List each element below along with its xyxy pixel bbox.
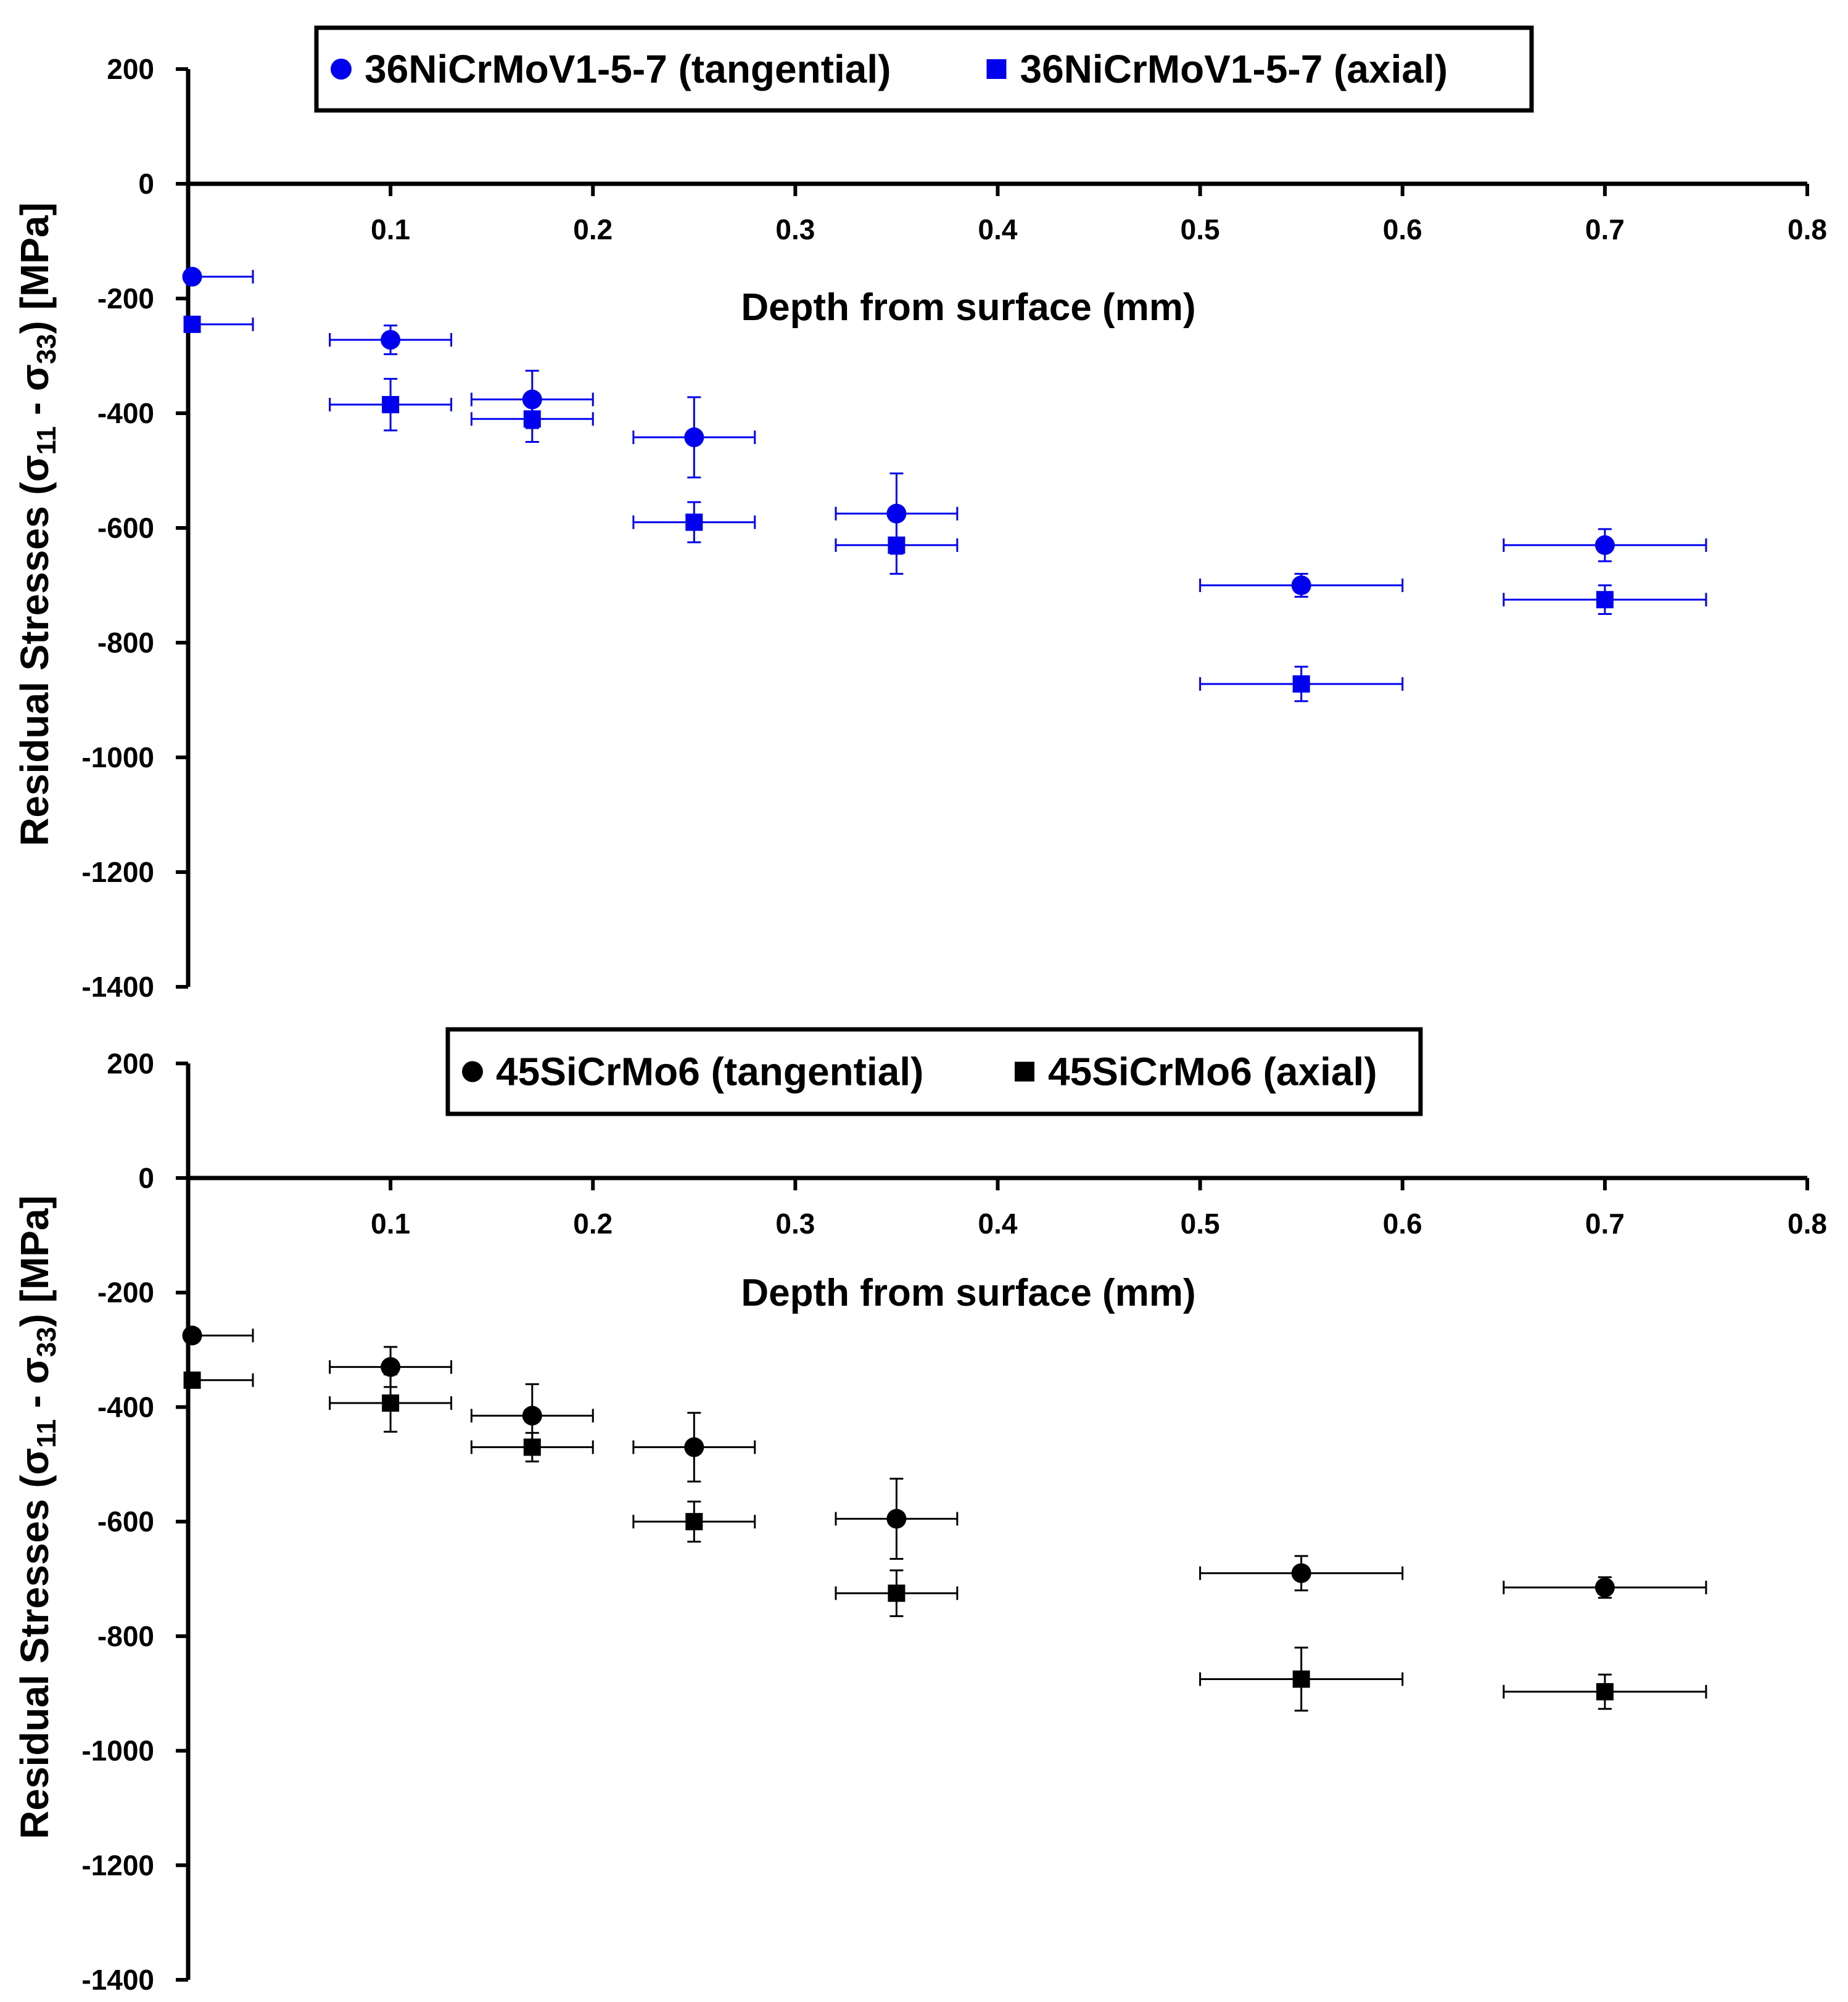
legend-label: 45SiCrMo6 (axial) bbox=[1048, 1050, 1377, 1094]
data-point-square bbox=[523, 410, 541, 428]
y-axis-title-part: 33 bbox=[31, 334, 62, 364]
y-axis-title: Residual Stresses (σ11 - σ33) [MPa] bbox=[12, 202, 62, 846]
y-tick-label: 200 bbox=[107, 1047, 154, 1079]
data-point-square bbox=[382, 396, 400, 414]
x-tick-label: 0.6 bbox=[1383, 213, 1422, 245]
data-point-square bbox=[888, 1584, 905, 1602]
y-axis-title: Residual Stresses (σ11 - σ33) [MPa] bbox=[12, 1195, 62, 1839]
y-axis-title-part: 11 bbox=[31, 1419, 62, 1448]
x-tick-label: 0.3 bbox=[775, 1208, 815, 1240]
y-tick-label: 200 bbox=[107, 53, 154, 85]
data-point-circle bbox=[684, 427, 704, 448]
y-tick-label: -1000 bbox=[81, 741, 154, 773]
y-tick-label: 0 bbox=[138, 1162, 154, 1194]
y-axis-title-part: 33 bbox=[31, 1327, 62, 1357]
x-tick-label: 0.8 bbox=[1788, 1208, 1827, 1240]
chart-panel-2: 200 0 -200 -400 -600 -800 -1000 -1200 -1400 0.1 0.… bbox=[12, 1027, 1827, 1996]
x-tick-label: 0.1 bbox=[371, 213, 410, 245]
x-tick-label: 0.2 bbox=[573, 1208, 613, 1240]
y-tick-label: -1400 bbox=[81, 1964, 154, 1996]
data-point-circle bbox=[381, 1357, 401, 1377]
data-point-square bbox=[1596, 1683, 1614, 1700]
data-point-circle bbox=[1594, 1577, 1615, 1597]
data-point-square bbox=[685, 1513, 703, 1531]
x-tick-label: 0.6 bbox=[1383, 1208, 1422, 1240]
y-tick-label: -800 bbox=[97, 1620, 154, 1652]
legend-marker-circle bbox=[331, 59, 352, 80]
x-tick-label: 0.7 bbox=[1585, 213, 1625, 245]
y-tick-label: -1200 bbox=[81, 1849, 154, 1881]
y-tick-label: -1200 bbox=[81, 856, 154, 888]
y-axis-title-part: 11 bbox=[31, 426, 62, 455]
x-tick-label: 0.1 bbox=[371, 1208, 410, 1240]
legend-box bbox=[314, 25, 1534, 113]
y-tick-label: 0 bbox=[138, 168, 154, 200]
data-point-circle bbox=[1594, 535, 1615, 555]
x-tick-label: 0.5 bbox=[1181, 213, 1220, 245]
legend-label: 45SiCrMo6 (tangential) bbox=[496, 1050, 923, 1094]
series-axial bbox=[183, 1371, 1707, 1712]
data-point-square bbox=[183, 1371, 201, 1389]
data-point-circle bbox=[522, 1406, 542, 1426]
data-point-square bbox=[1292, 1670, 1310, 1688]
y-axis-title-part: ) [MPa] bbox=[12, 202, 57, 334]
data-point-square bbox=[1596, 591, 1614, 609]
legend-marker-square bbox=[1015, 1061, 1034, 1082]
x-tick-label: 0.7 bbox=[1585, 1208, 1625, 1240]
y-tick-label: -600 bbox=[97, 512, 154, 544]
data-point-square bbox=[888, 536, 905, 554]
data-point-circle bbox=[182, 1325, 202, 1346]
y-axis-title-part: - σ bbox=[12, 364, 57, 426]
data-point-circle bbox=[886, 1509, 907, 1529]
y-tick-label: -600 bbox=[97, 1506, 154, 1538]
data-point-circle bbox=[1291, 575, 1311, 595]
y-tick-label: -1400 bbox=[81, 971, 154, 1003]
legend: 36NiCrMoV1-5-7 (tangential) 36NiCrMoV1-5-… bbox=[314, 25, 1534, 113]
x-axis-title: Depth from surface (mm) bbox=[741, 286, 1195, 329]
data-point-square bbox=[1292, 675, 1310, 693]
x-tick-label: 0.8 bbox=[1788, 213, 1827, 245]
legend-label: 36NiCrMoV1-5-7 (tangential) bbox=[365, 47, 891, 91]
y-tick-label: -800 bbox=[97, 627, 154, 659]
x-tick-label: 0.4 bbox=[978, 213, 1018, 245]
legend: 45SiCrMo6 (tangential) 45SiCrMo6 (axial) bbox=[445, 1027, 1423, 1116]
data-point-circle bbox=[886, 503, 907, 524]
series-axial bbox=[183, 315, 1707, 702]
x-tick-label: 0.4 bbox=[978, 1208, 1018, 1240]
data-point-square bbox=[523, 1438, 541, 1456]
y-tick-label: -200 bbox=[97, 1277, 154, 1309]
x-axis-title: Depth from surface (mm) bbox=[741, 1272, 1195, 1314]
y-axis-title-part: Residual Stresses (σ bbox=[12, 455, 57, 846]
data-point-circle bbox=[381, 329, 401, 350]
chart-panel-1: 200 0 -200 -400 -600 -800 -1000 -1200 -1400 0.1 0.… bbox=[12, 25, 1827, 1003]
legend-marker-circle bbox=[462, 1061, 483, 1082]
legend-marker-square bbox=[986, 59, 1007, 79]
series-tangential bbox=[182, 1325, 1707, 1599]
y-tick-label: -400 bbox=[97, 1391, 154, 1423]
legend-box bbox=[445, 1027, 1423, 1116]
data-point-square bbox=[685, 513, 703, 531]
data-point-circle bbox=[1291, 1563, 1311, 1583]
y-tick-label: -400 bbox=[97, 397, 154, 429]
y-axis-title-part: Residual Stresses (σ bbox=[12, 1448, 57, 1839]
data-point-circle bbox=[684, 1437, 704, 1457]
data-point-circle bbox=[182, 266, 202, 287]
data-point-square bbox=[183, 315, 201, 333]
y-axis-title-part: ) [MPa] bbox=[12, 1195, 57, 1327]
x-tick-label: 0.2 bbox=[573, 213, 613, 245]
data-point-square bbox=[382, 1394, 400, 1412]
y-axis-title-part: - σ bbox=[12, 1357, 57, 1419]
y-tick-label: -1000 bbox=[81, 1735, 154, 1767]
legend-label: 36NiCrMoV1-5-7 (axial) bbox=[1020, 47, 1448, 91]
x-tick-label: 0.5 bbox=[1181, 1208, 1220, 1240]
x-tick-label: 0.3 bbox=[775, 213, 815, 245]
y-tick-label: -200 bbox=[97, 282, 154, 315]
